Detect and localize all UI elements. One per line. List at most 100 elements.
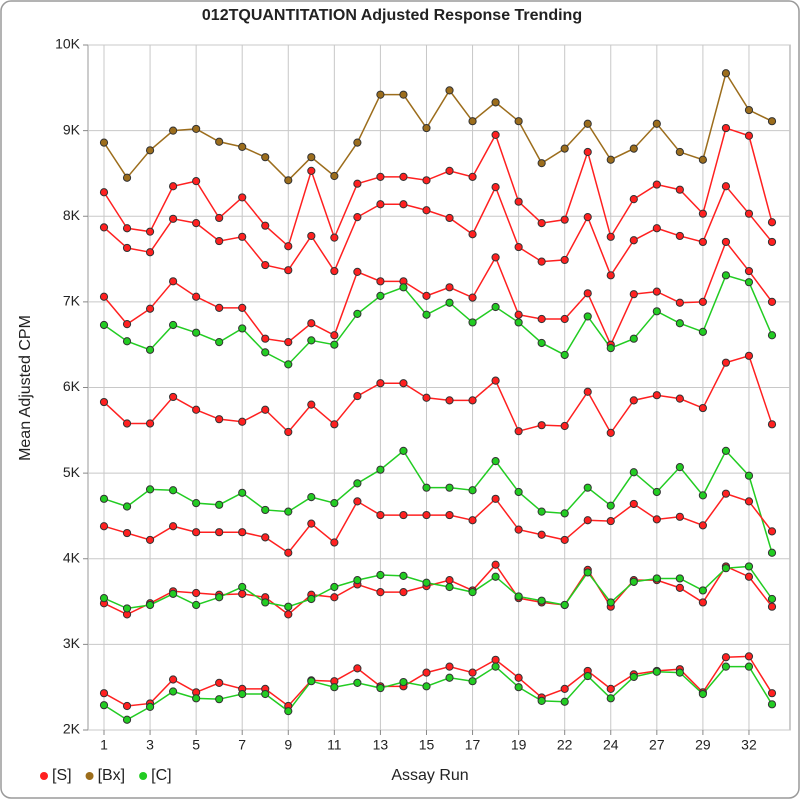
data-point [606, 271, 615, 280]
data-point [330, 582, 339, 592]
x-tick-label: 27 [649, 737, 665, 753]
y-tick-label: 2K [63, 721, 81, 737]
data-point [491, 572, 500, 581]
data-point [261, 405, 270, 414]
x-tick-label: 9 [284, 737, 292, 753]
data-point [353, 213, 362, 222]
data-point [353, 138, 362, 147]
data-point [215, 236, 224, 246]
data-point [445, 166, 454, 175]
data-point [537, 314, 546, 324]
data-point [445, 86, 454, 95]
data-point [122, 502, 132, 511]
data-point [122, 224, 132, 233]
data-point [238, 689, 247, 699]
data-point [629, 499, 638, 509]
data-point [537, 257, 546, 266]
data-point [491, 183, 500, 192]
data-point [376, 465, 385, 474]
data-point [122, 604, 132, 613]
data-point [606, 428, 615, 437]
data-point [652, 119, 661, 128]
data-point [376, 570, 385, 580]
data-point [514, 592, 523, 601]
data-point [767, 548, 777, 557]
data-point [215, 338, 224, 347]
data-point [445, 396, 454, 405]
data-point [721, 653, 731, 662]
data-point [99, 223, 109, 232]
data-point [606, 344, 615, 353]
y-tick-label: 4K [63, 549, 81, 565]
data-point [122, 528, 132, 538]
data-point [629, 236, 638, 245]
data-point [169, 522, 178, 531]
data-point [445, 576, 454, 585]
y-tick-label: 3K [63, 635, 81, 651]
data-point [169, 675, 178, 684]
data-point [652, 574, 661, 583]
data-point [514, 683, 523, 692]
data-point [169, 392, 178, 402]
data-point [307, 336, 316, 345]
data-point [445, 662, 454, 671]
data-point [560, 509, 569, 518]
data-point [721, 123, 731, 133]
y-axis-label: Mean Adjusted CPM [17, 315, 34, 461]
data-point [560, 535, 569, 545]
data-point [376, 588, 385, 597]
data-point [376, 379, 385, 388]
data-point [560, 144, 569, 153]
data-point [721, 446, 731, 455]
data-point [399, 588, 408, 597]
data-point [652, 307, 661, 316]
x-tick-label: 11 [327, 737, 342, 753]
data-point [192, 498, 201, 508]
data-point [652, 287, 661, 296]
data-point [330, 266, 339, 276]
data-point [422, 310, 431, 319]
data-point [99, 138, 109, 147]
x-tick-label: 7 [238, 737, 246, 753]
x-tick-label: 15 [419, 737, 435, 753]
data-point [445, 298, 454, 307]
data-point [629, 577, 638, 586]
data-point [491, 560, 500, 569]
data-point [537, 338, 546, 348]
data-point [468, 117, 477, 126]
data-point [422, 510, 431, 520]
data-point [514, 427, 523, 436]
data-point [145, 345, 155, 354]
data-point [767, 237, 777, 247]
data-point [330, 340, 339, 349]
data-point [721, 69, 731, 78]
data-point [169, 214, 178, 223]
data-point [284, 360, 293, 369]
data-point [169, 687, 178, 696]
data-point [491, 376, 500, 385]
data-point [145, 304, 155, 313]
data-point [307, 166, 316, 175]
data-point [468, 516, 477, 525]
data-point [675, 185, 684, 194]
legend-swatch [139, 772, 148, 780]
data-point [284, 507, 293, 516]
data-point [330, 233, 339, 242]
data-point [307, 594, 316, 604]
data-point [491, 130, 500, 140]
data-point [744, 351, 754, 360]
data-point [330, 171, 339, 181]
data-point [192, 528, 201, 537]
y-tick-label: 8K [63, 207, 81, 223]
data-point [583, 289, 592, 298]
data-point [744, 562, 754, 571]
data-point [698, 586, 707, 595]
data-point [330, 498, 339, 508]
data-point [422, 578, 431, 587]
data-point [261, 533, 270, 542]
data-point [399, 283, 408, 292]
data-point [215, 678, 224, 688]
data-point [675, 512, 684, 521]
